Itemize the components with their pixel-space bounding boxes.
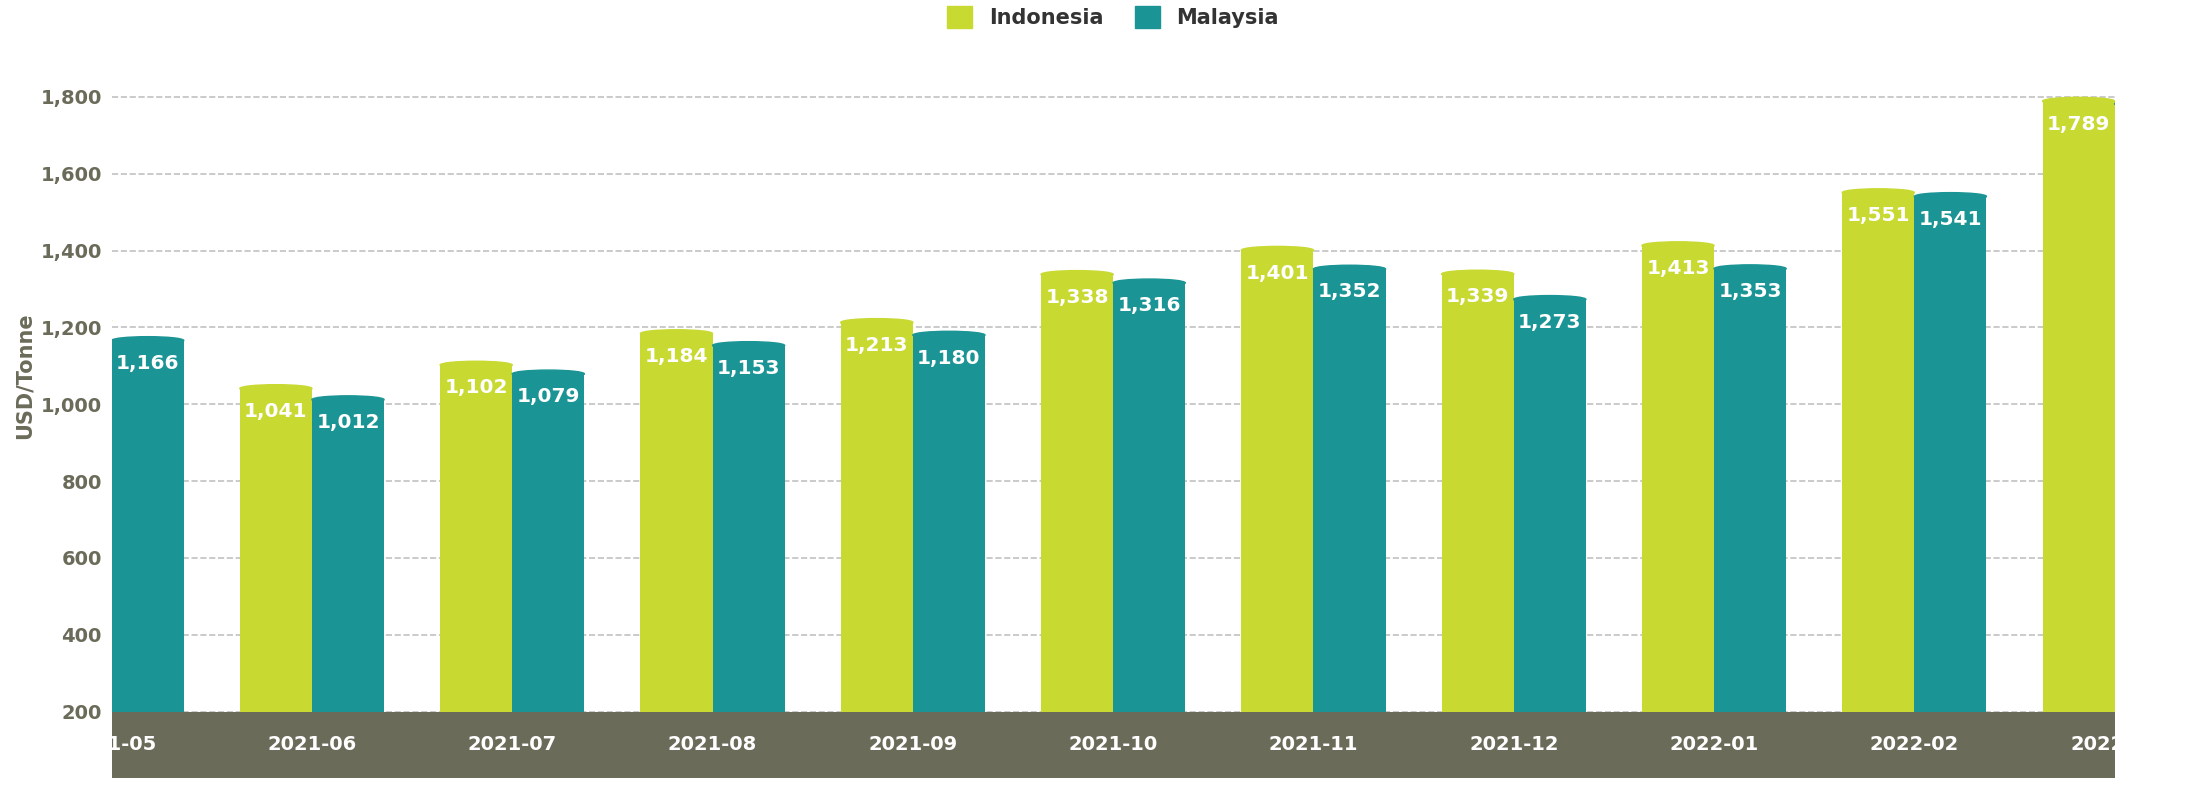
Text: 1,551: 1,551 (1846, 206, 1909, 225)
Ellipse shape (239, 384, 311, 393)
Bar (640, 333, 712, 711)
Text: 2022-01: 2022-01 (1670, 736, 1758, 754)
Text: 1,184: 1,184 (644, 347, 708, 366)
Ellipse shape (441, 361, 513, 369)
Ellipse shape (39, 316, 112, 324)
Ellipse shape (311, 396, 384, 403)
Bar (1914, 196, 1986, 711)
Text: 1,180: 1,180 (916, 349, 980, 367)
Bar (2115, 104, 2188, 711)
Bar (1041, 274, 1114, 711)
Bar (1241, 251, 1313, 711)
Ellipse shape (1041, 271, 1114, 278)
Text: 2022-02: 2022-02 (1870, 736, 1960, 754)
Text: 1,041: 1,041 (243, 402, 307, 421)
Text: 1,789: 1,789 (2047, 114, 2111, 134)
Ellipse shape (912, 331, 984, 339)
Bar (441, 365, 513, 711)
Text: 1,079: 1,079 (517, 388, 581, 406)
Bar (1515, 299, 1585, 711)
Ellipse shape (1442, 270, 1515, 278)
Ellipse shape (2043, 97, 2115, 105)
Ellipse shape (513, 370, 585, 378)
Bar (912, 335, 984, 711)
Ellipse shape (1114, 279, 1186, 286)
Text: 1,353: 1,353 (1719, 282, 1782, 301)
Bar (39, 320, 112, 711)
Ellipse shape (2115, 100, 2188, 108)
Ellipse shape (712, 341, 785, 350)
Text: 2021-08: 2021-08 (669, 736, 756, 754)
Text: 1,339: 1,339 (1447, 287, 1510, 307)
Ellipse shape (1313, 265, 1385, 272)
Bar (1313, 269, 1385, 711)
Text: 1,166: 1,166 (116, 354, 180, 373)
Bar (2043, 101, 2115, 711)
Bar (239, 388, 311, 711)
Text: 1,413: 1,413 (1646, 259, 1710, 278)
Bar (311, 400, 384, 711)
Text: 2021-10: 2021-10 (1068, 736, 1157, 754)
Text: 2021-05: 2021-05 (68, 736, 156, 754)
Ellipse shape (1241, 247, 1313, 254)
Text: 2021-06: 2021-06 (267, 736, 357, 754)
Ellipse shape (1642, 242, 1714, 250)
Text: 2021-09: 2021-09 (868, 736, 958, 754)
Ellipse shape (1515, 295, 1585, 303)
Bar (1714, 268, 1786, 711)
Text: 1,541: 1,541 (1918, 210, 1982, 229)
Ellipse shape (1914, 193, 1986, 200)
Text: 1,102: 1,102 (445, 379, 509, 397)
Text: 2021-12: 2021-12 (1469, 736, 1559, 754)
Text: 1,213: 1,213 (846, 336, 907, 355)
Bar (1114, 283, 1186, 711)
Bar (112, 341, 184, 711)
Text: 1,352: 1,352 (1317, 282, 1381, 302)
Text: 1,273: 1,273 (1519, 313, 1583, 332)
Ellipse shape (1714, 265, 1786, 272)
Text: 1,338: 1,338 (1046, 288, 1109, 307)
Ellipse shape (842, 319, 912, 326)
Text: 1,401: 1,401 (1245, 264, 1309, 282)
Text: 1,153: 1,153 (717, 359, 780, 378)
Ellipse shape (112, 337, 184, 344)
Ellipse shape (640, 330, 712, 337)
Text: 2021-07: 2021-07 (467, 736, 557, 754)
Bar (712, 345, 785, 711)
Text: 1,218: 1,218 (44, 334, 107, 353)
Text: 2021-11: 2021-11 (1269, 736, 1359, 754)
Bar (513, 374, 585, 711)
Text: 1,012: 1,012 (316, 413, 379, 432)
Ellipse shape (1841, 189, 1914, 196)
Bar (1841, 192, 1914, 711)
Y-axis label: USD/Tonne: USD/Tonne (15, 312, 35, 439)
Text: 1,782: 1,782 (2120, 118, 2183, 136)
Text: 1,316: 1,316 (1118, 296, 1181, 315)
Text: 2022-03: 2022-03 (2069, 736, 2159, 754)
Bar (1442, 274, 1515, 711)
Bar (842, 323, 912, 711)
Legend: Indonesia, Malaysia: Indonesia, Malaysia (936, 0, 1289, 38)
Bar (1642, 246, 1714, 711)
